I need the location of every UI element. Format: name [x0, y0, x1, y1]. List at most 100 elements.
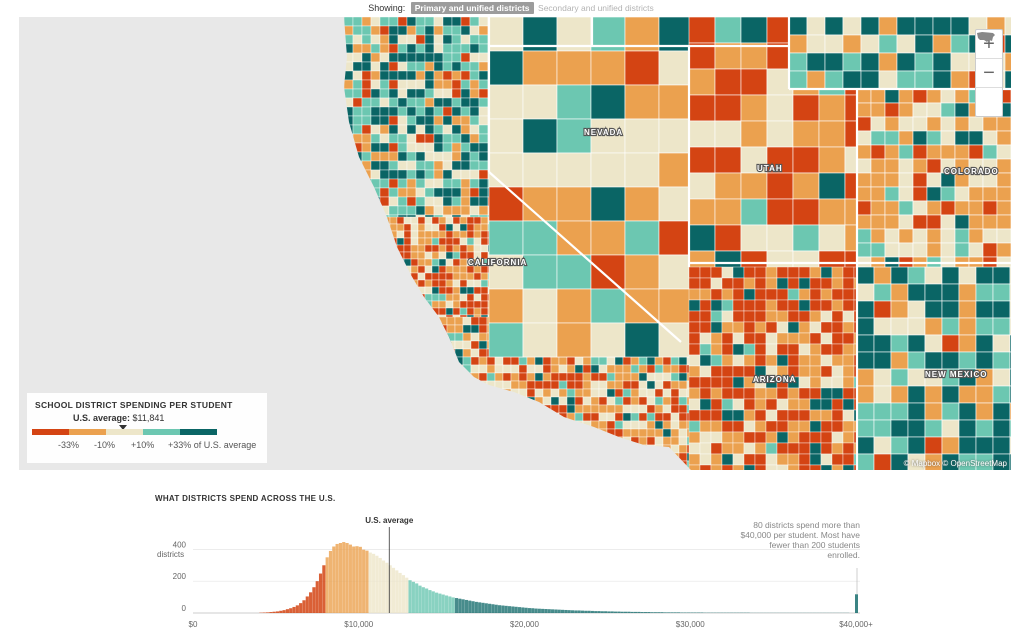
district-polygon[interactable] — [954, 242, 970, 258]
district-polygon[interactable] — [798, 398, 811, 411]
district-polygon[interactable] — [454, 332, 464, 342]
district-polygon[interactable] — [442, 79, 453, 90]
district-polygon[interactable] — [415, 43, 426, 54]
district-polygon[interactable] — [382, 300, 391, 309]
district-polygon[interactable] — [558, 412, 568, 422]
district-polygon[interactable] — [638, 428, 648, 438]
district-polygon[interactable] — [526, 428, 536, 438]
district-polygon[interactable] — [884, 228, 900, 244]
district-polygon[interactable] — [809, 387, 822, 400]
district-polygon[interactable] — [940, 200, 956, 216]
district-polygon[interactable] — [431, 335, 440, 344]
district-polygon[interactable] — [646, 436, 656, 446]
district-polygon[interactable] — [798, 354, 811, 367]
district-polygon[interactable] — [940, 116, 956, 132]
district-polygon[interactable] — [397, 178, 408, 189]
district-polygon[interactable] — [480, 279, 489, 288]
district-polygon[interactable] — [678, 364, 688, 374]
district-polygon[interactable] — [787, 420, 800, 433]
district-polygon[interactable] — [890, 283, 909, 302]
zoom-out-button[interactable]: − — [976, 59, 1002, 88]
district-polygon[interactable] — [574, 420, 584, 430]
district-polygon[interactable] — [424, 342, 433, 351]
district-polygon[interactable] — [375, 223, 384, 232]
district-polygon[interactable] — [478, 396, 488, 406]
district-polygon[interactable] — [388, 187, 399, 198]
district-polygon[interactable] — [415, 151, 426, 162]
district-polygon[interactable] — [699, 420, 712, 433]
district-polygon[interactable] — [403, 293, 412, 302]
district-polygon[interactable] — [452, 223, 461, 232]
district-polygon[interactable] — [590, 388, 600, 398]
district-polygon[interactable] — [459, 251, 468, 260]
district-polygon[interactable] — [890, 368, 909, 387]
district-polygon[interactable] — [424, 258, 433, 267]
district-polygon[interactable] — [470, 444, 480, 454]
district-polygon[interactable] — [469, 97, 480, 108]
district-polygon[interactable] — [518, 412, 528, 422]
district-polygon[interactable] — [415, 106, 426, 117]
district-polygon[interactable] — [534, 356, 544, 366]
district-polygon[interactable] — [344, 17, 354, 27]
district-polygon[interactable] — [442, 124, 453, 135]
district-polygon[interactable] — [352, 169, 363, 180]
district-polygon[interactable] — [445, 279, 454, 288]
district-polygon[interactable] — [389, 286, 398, 295]
district-polygon[interactable] — [941, 300, 960, 319]
district-polygon[interactable] — [614, 428, 624, 438]
district-polygon[interactable] — [478, 70, 489, 81]
district-polygon[interactable] — [478, 364, 488, 374]
district-polygon[interactable] — [622, 372, 632, 382]
district-polygon[interactable] — [352, 52, 363, 63]
district-polygon[interactable] — [469, 160, 480, 171]
district-polygon[interactable] — [754, 420, 767, 433]
district-polygon[interactable] — [452, 293, 461, 302]
district-polygon[interactable] — [638, 468, 648, 470]
district-polygon[interactable] — [688, 120, 716, 148]
district-polygon[interactable] — [614, 460, 624, 470]
district-polygon[interactable] — [379, 88, 390, 99]
district-polygon[interactable] — [397, 25, 408, 36]
district-polygon[interactable] — [389, 230, 398, 239]
district-polygon[interactable] — [486, 436, 496, 446]
district-polygon[interactable] — [433, 187, 444, 198]
district-polygon[interactable] — [975, 419, 994, 438]
district-polygon[interactable] — [721, 277, 734, 290]
district-polygon[interactable] — [451, 106, 462, 117]
district-polygon[interactable] — [721, 321, 734, 334]
district-polygon[interactable] — [389, 272, 398, 281]
district-polygon[interactable] — [522, 254, 558, 290]
district-polygon[interactable] — [926, 158, 942, 174]
district-polygon[interactable] — [397, 187, 408, 198]
district-polygon[interactable] — [389, 335, 398, 344]
district-polygon[interactable] — [820, 431, 833, 444]
district-polygon[interactable] — [996, 242, 1011, 258]
district-polygon[interactable] — [898, 116, 914, 132]
district-polygon[interactable] — [379, 196, 390, 207]
district-polygon[interactable] — [806, 34, 826, 54]
district-polygon[interactable] — [820, 376, 833, 389]
district-polygon[interactable] — [480, 300, 489, 309]
district-polygon[interactable] — [445, 223, 454, 232]
district-polygon[interactable] — [798, 442, 811, 455]
district-polygon[interactable] — [743, 442, 756, 455]
district-polygon[interactable] — [818, 198, 846, 226]
district-polygon[interactable] — [415, 187, 426, 198]
district-polygon[interactable] — [954, 116, 970, 132]
district-polygon[interactable] — [856, 436, 875, 455]
district-polygon[interactable] — [831, 354, 844, 367]
district-polygon[interactable] — [582, 460, 592, 470]
district-polygon[interactable] — [388, 169, 399, 180]
district-polygon[interactable] — [361, 214, 372, 225]
district-polygon[interactable] — [397, 124, 408, 135]
district-polygon[interactable] — [502, 404, 512, 414]
district-polygon[interactable] — [831, 398, 844, 411]
district-polygon[interactable] — [898, 214, 914, 230]
district-polygon[interactable] — [566, 380, 576, 390]
district-polygon[interactable] — [699, 310, 712, 323]
district-polygon[interactable] — [473, 244, 482, 253]
district-polygon[interactable] — [466, 230, 475, 239]
district-polygon[interactable] — [470, 420, 480, 430]
district-polygon[interactable] — [630, 404, 640, 414]
district-polygon[interactable] — [566, 404, 576, 414]
